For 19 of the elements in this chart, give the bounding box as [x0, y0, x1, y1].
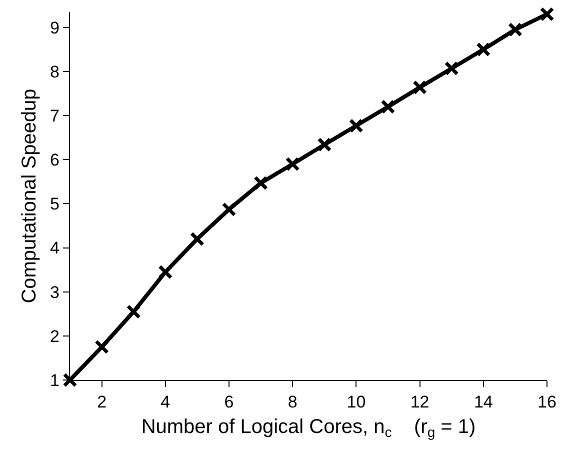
y-tick-label: 6 [50, 150, 60, 170]
x-tick-label: 4 [160, 392, 170, 412]
x-tick-label: 10 [346, 392, 366, 412]
y-tick-label: 4 [50, 238, 60, 258]
x-tick-label: 6 [224, 392, 234, 412]
y-tick-label: 5 [50, 194, 60, 214]
y-tick-label: 2 [50, 326, 60, 346]
x-tick-label: 8 [288, 392, 298, 412]
text: Number of Logical Cores, n$_{c}$ (r$_{g}$ = 1) [141, 416, 476, 440]
x-tick-label: 14 [474, 392, 493, 412]
x-tick-label: 16 [538, 392, 556, 412]
y-axis-title: Computational Speedup [18, 88, 41, 304]
x-tick-label: 12 [410, 392, 430, 412]
y-tick-label: 9 [50, 18, 60, 38]
y-tick-label: 1 [50, 370, 60, 390]
y-tick-label: 7 [50, 106, 60, 126]
y-tick-label: 3 [50, 282, 60, 302]
x-tick-label: 2 [97, 392, 107, 412]
y-tick-label: 8 [50, 62, 60, 82]
